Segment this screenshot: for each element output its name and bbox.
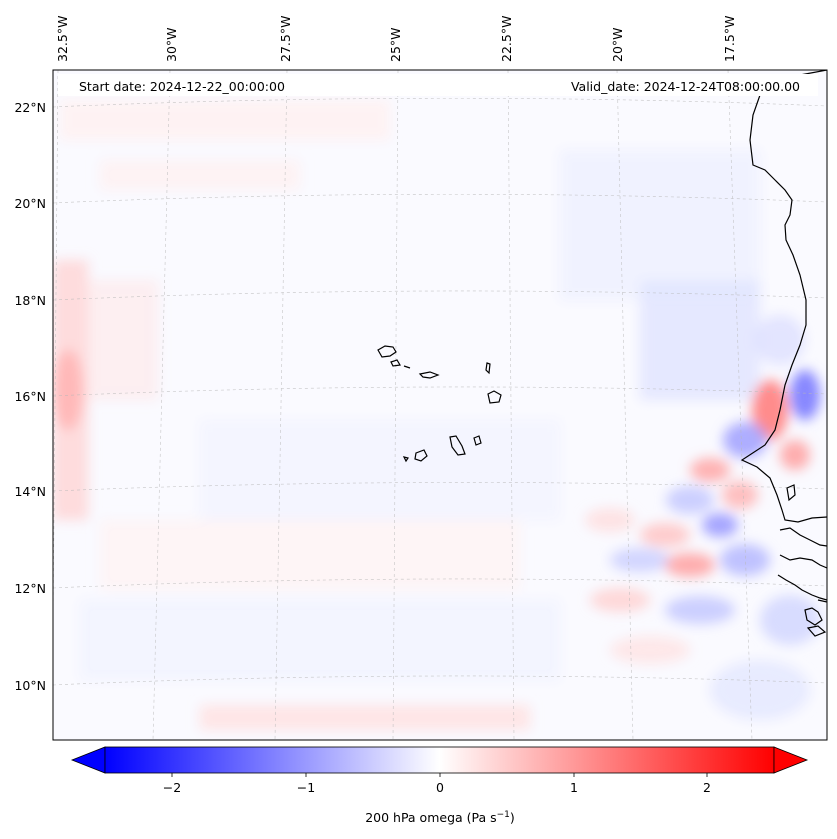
latitude-labels: 22°N 20°N 18°N 16°N 14°N 12°N 10°N [14,100,46,693]
coast-bijagos-1 [804,607,823,626]
lat-label-14N: 14°N [14,484,46,499]
meridian-27.5W [274,70,288,740]
colorbar-label-suffix: ) [510,810,515,825]
lon-label-27.5W: 27.5°W [278,16,293,62]
coast-casamance [779,554,827,569]
parallel-22N [53,97,827,108]
coast-mauritania-senegal [740,70,827,523]
island-boa-vista [487,390,502,404]
valid-date-label: Valid_date: 2024-12-24T08:00:00.00 [571,79,800,94]
colorbar-tick-2: 2 [703,780,711,795]
colorbar-label-exponent: −1 [497,810,510,820]
colorbar-extend-min [70,746,106,774]
colorbar-tick-0: 0 [436,780,444,795]
parallel-10N [53,675,827,686]
parallel-20N [53,193,827,204]
colorbar-extend-max [773,746,809,774]
omega-field [53,100,820,730]
colorbar-gradient [104,746,775,774]
island-santiago [449,435,466,456]
colorbar-label: 200 hPa omega (Pa s−1) [365,810,515,825]
meridian-25W [392,70,399,740]
island-santa-luzia [403,365,411,369]
lon-label-17.5W: 17.5°W [722,16,737,62]
parallel-14N [53,482,827,492]
island-santo-antao [377,345,397,358]
coast-guinea-bissau [777,574,827,601]
lat-label-18N: 18°N [14,293,46,308]
island-brava [402,456,409,463]
island-fogo [414,449,428,462]
meridian-20W [616,70,634,740]
map-frame [52,69,828,741]
colorbar: −2 −1 0 1 2 200 hPa omega (Pa s−1) [70,746,809,825]
coastline [740,70,827,637]
lat-label-20N: 20°N [14,196,46,211]
island-maio [473,435,482,446]
parallel-16N [53,386,827,397]
lon-label-25W: 25°W [388,27,403,62]
lat-label-22N: 22°N [14,100,46,115]
lat-label-10N: 10°N [14,678,46,693]
lon-label-30W: 30°W [164,27,179,62]
longitude-labels: 32.5°W 30°W 27.5°W 25°W 22.5°W 20°W 17.5… [55,16,737,62]
colorbar-label-main: 200 hPa omega (Pa s [365,810,496,825]
coast-cap-vert [786,484,796,502]
island-sao-nicolau [418,371,440,379]
date-header-bar [58,74,818,96]
colorbar-tick-neg2: −2 [163,780,181,795]
colorbar-tick-1: 1 [570,780,578,795]
start-date-label: Start date: 2024-12-22_00:00:00 [79,79,285,94]
map-panel [53,70,827,740]
parallel-12N [53,578,827,589]
lon-label-32.5W: 32.5°W [55,16,70,62]
gridlines [53,70,827,740]
island-sao-vicente [390,359,401,367]
parallel-18N [53,290,827,301]
colorbar-tick-marks [171,773,708,777]
lon-label-22.5W: 22.5°W [499,16,514,62]
lon-label-20W: 20°W [610,27,625,62]
coast-bijagos-2 [806,625,827,637]
colorbar-tick-neg1: −1 [297,780,315,795]
coast-bijagos-3 [817,599,827,603]
coast-gambia [779,527,827,547]
meridian-22.5W [507,70,515,740]
island-sal [485,362,491,375]
lat-label-12N: 12°N [14,581,46,596]
meridian-17.5W [727,70,753,740]
cape-verde-islands [377,345,502,463]
lat-label-16N: 16°N [14,389,46,404]
meridian-30W [152,70,171,740]
